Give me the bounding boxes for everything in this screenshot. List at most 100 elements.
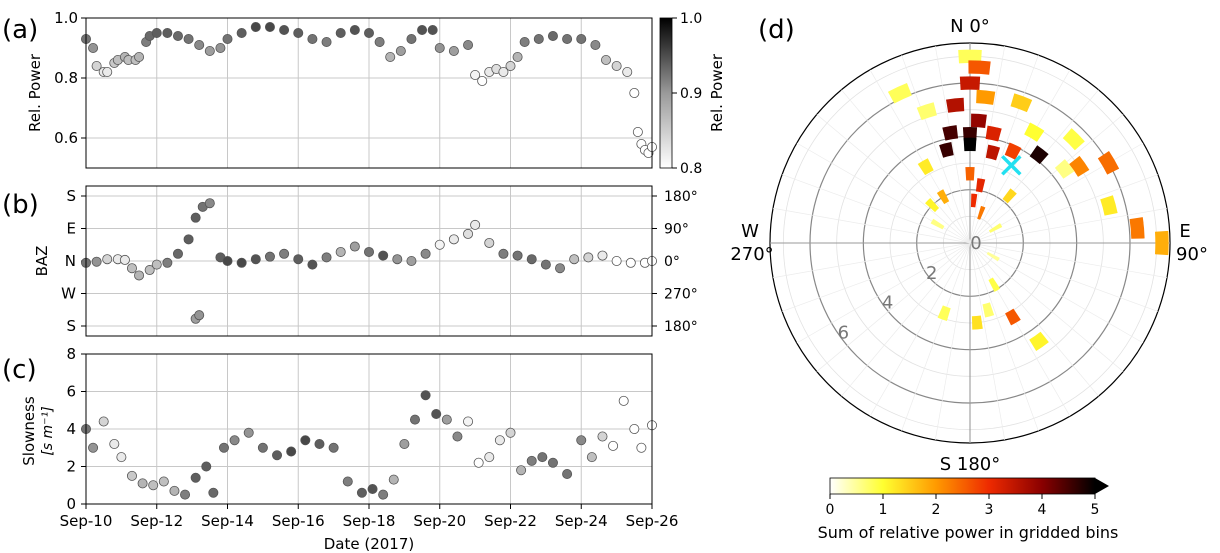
data-point <box>286 446 297 457</box>
data-point <box>537 452 548 463</box>
panel-a: (a) Rel. Power 0.60.81.0 0.80.91.0 Rel. <box>2 9 726 177</box>
panel-d-cells <box>887 49 1169 351</box>
colorbar-tick-label: 5 <box>1091 502 1100 518</box>
ytick-label: 1.0 <box>54 9 78 27</box>
data-point <box>477 76 488 87</box>
data-point <box>300 435 311 446</box>
ytick-label-left: N <box>65 252 76 270</box>
data-point <box>484 452 495 463</box>
data-point <box>250 21 261 32</box>
data-point <box>349 24 360 35</box>
data-point <box>88 43 99 54</box>
panel-d-east-deg-label: 90° <box>1176 244 1208 265</box>
panel-c-ylabel-line1: Slowness <box>20 396 38 466</box>
panel-d-east-label: E <box>1179 221 1190 242</box>
data-point <box>190 472 201 483</box>
data-point <box>392 254 403 265</box>
heatmap-cell <box>1054 159 1075 179</box>
heatmap-cell <box>916 102 937 121</box>
polar-spoke-minor <box>869 242 971 417</box>
data-point <box>611 61 622 72</box>
panel-a-yticks: 0.6 0.8 1.0 <box>54 9 86 147</box>
data-point <box>236 257 247 268</box>
panel-a-tag: (a) <box>2 15 38 45</box>
data-point <box>611 255 622 266</box>
data-point <box>148 480 159 491</box>
data-point <box>470 219 481 230</box>
heatmap-cell <box>1010 93 1033 113</box>
data-point <box>158 476 169 487</box>
data-point <box>434 239 445 250</box>
radial-tick-label: 4 <box>882 293 893 314</box>
panel-a-ylabel: Rel. Power <box>26 53 44 132</box>
panel-a-colorbar-ticks: 0.8 0.9 1.0 <box>672 11 702 177</box>
xtick-label: Sep-24 <box>555 512 608 530</box>
data-point <box>201 461 212 472</box>
heatmap-cell <box>887 82 912 104</box>
heatmap-cell <box>1069 155 1090 177</box>
panel-b-tag: (b) <box>2 190 39 220</box>
data-point <box>473 457 484 468</box>
heatmap-cell <box>1005 308 1021 326</box>
data-point <box>91 256 102 267</box>
colorbar-tick-label: 2 <box>932 502 941 518</box>
heatmap-cell <box>1004 142 1022 160</box>
polar-spoke-minor <box>934 242 971 441</box>
panel-d-south-label: S 180° <box>940 454 1001 475</box>
data-point <box>151 27 162 38</box>
data-point <box>236 27 247 38</box>
data-point <box>91 61 102 72</box>
data-point <box>229 435 240 446</box>
colorbar-tick-label: 3 <box>985 502 994 518</box>
data-point <box>162 257 173 268</box>
data-point <box>374 37 385 48</box>
data-point <box>597 431 608 442</box>
data-point <box>526 254 537 265</box>
polar-spoke-minor <box>796 242 971 344</box>
panel-b-points <box>81 198 658 324</box>
xtick-label: Sep-16 <box>272 512 325 530</box>
polar-spoke-minor <box>816 114 971 244</box>
data-point <box>417 24 428 35</box>
data-point <box>264 21 275 32</box>
polar-spoke-minor <box>781 174 971 244</box>
heatmap-cell <box>971 113 987 128</box>
heatmap-cell <box>1129 217 1145 239</box>
data-point <box>180 489 191 500</box>
xtick-label: Sep-20 <box>413 512 466 530</box>
panel-c-xticks: Sep-10 Sep-12 Sep-14 Sep-16 Sep-18 Sep-20 Sep-… <box>60 504 678 530</box>
colorbar-tick-label: 1.0 <box>680 11 702 27</box>
data-point <box>183 234 194 245</box>
data-point <box>434 43 445 54</box>
data-point <box>222 255 233 266</box>
data-point <box>431 408 442 419</box>
data-point <box>526 455 537 466</box>
heatmap-cell <box>1154 230 1169 256</box>
data-point <box>448 46 459 57</box>
panel-c-frame <box>85 353 653 505</box>
data-point <box>321 252 332 263</box>
data-point <box>183 34 194 45</box>
data-point <box>406 34 417 45</box>
data-point <box>484 237 495 248</box>
data-point <box>190 212 201 223</box>
data-point <box>586 452 597 463</box>
ytick-label-left: W <box>61 285 76 303</box>
polar-spoke-minor <box>841 242 971 397</box>
data-point <box>601 55 612 66</box>
heatmap-cell <box>988 277 1001 292</box>
xtick-label: Sep-14 <box>201 512 254 530</box>
heatmap-cell <box>1097 151 1120 175</box>
data-point <box>222 34 233 45</box>
polar-spoke-minor <box>969 242 1124 372</box>
colorbar-tick-label: 0.9 <box>680 86 702 102</box>
data-point <box>562 34 573 45</box>
data-point <box>555 263 566 274</box>
data-point <box>98 416 109 427</box>
data-point <box>618 395 629 406</box>
heatmap-cell <box>1062 128 1085 151</box>
radial-tick-label: 2 <box>926 263 937 284</box>
polar-spoke-minor <box>969 89 1099 244</box>
data-point <box>498 67 509 78</box>
polar-spoke-minor <box>841 89 971 244</box>
